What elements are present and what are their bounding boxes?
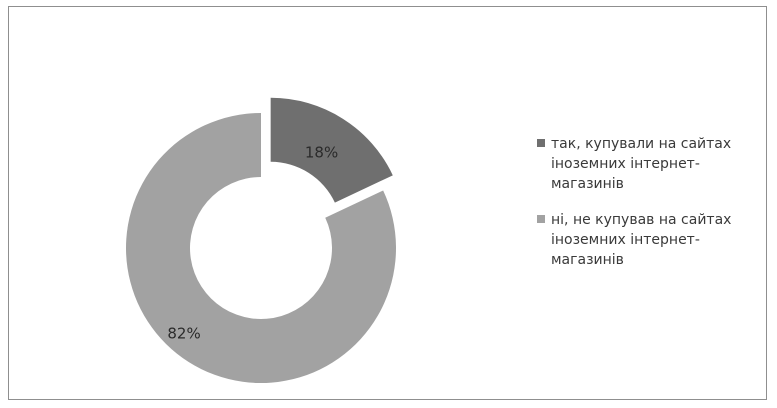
data-label: 82% xyxy=(167,324,200,342)
legend-item: так, купували на сайтах іноземних інтерн… xyxy=(537,134,773,194)
legend-label: ні, не купував на сайтах іноземних інтер… xyxy=(551,212,732,268)
legend: так, купували на сайтах іноземних інтерн… xyxy=(537,134,773,286)
legend-swatch xyxy=(537,215,545,223)
legend-label: так, купували на сайтах іноземних інтерн… xyxy=(551,136,732,192)
legend-swatch xyxy=(537,139,545,147)
donut-segment xyxy=(125,113,396,383)
legend-item: ні, не купував на сайтах іноземних інтер… xyxy=(537,210,773,270)
data-label: 18% xyxy=(305,144,338,162)
donut-segment xyxy=(270,97,393,203)
